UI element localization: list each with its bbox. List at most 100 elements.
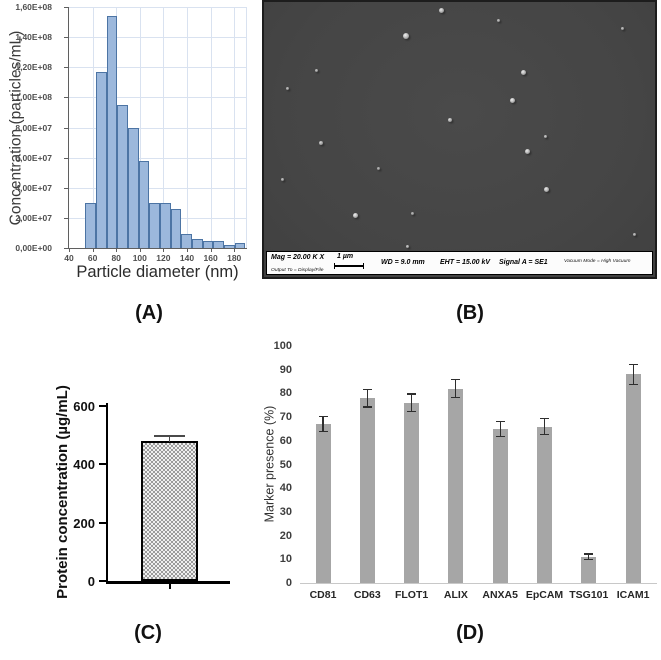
- error-bar-cap-bottom: [362, 406, 372, 408]
- histogram-bar: [192, 238, 203, 248]
- x-tick-label: 60: [87, 253, 98, 263]
- x-tick-label: 120: [156, 253, 171, 263]
- y-tick-label: 0: [87, 574, 95, 589]
- histogram-bar: [149, 202, 161, 248]
- y-tick-mark: [99, 521, 106, 524]
- marker-bar: [404, 402, 420, 583]
- error-bar-line: [543, 418, 546, 435]
- x-tick-label: 40: [64, 253, 74, 263]
- sem-particle: [319, 140, 324, 145]
- sem-working-distance-readout: WD = 9.0 mm: [381, 259, 425, 266]
- panel-c-plot-area: 0 200 400 600: [73, 399, 230, 589]
- marker-bar: [492, 428, 508, 583]
- sem-particle: [520, 70, 526, 76]
- sem-magnification-readout: Mag = 20.00 K X: [271, 254, 325, 261]
- gridline-horizontal: [69, 157, 246, 159]
- panel-d-plot-area: 0 10 20 30 40 50 60 70 80 90 100 CD81 CD63 FLOT1 ALIX A…: [274, 340, 657, 601]
- x-axis-line: [68, 248, 247, 250]
- gridline-horizontal: [69, 97, 246, 99]
- x-tick-mark: [69, 248, 70, 252]
- error-bar-cap-bottom: [584, 559, 594, 561]
- x-tick-label: 160: [203, 253, 218, 263]
- y-tick-label: 10: [279, 553, 292, 566]
- error-bar-cap-top: [318, 415, 328, 418]
- y-tick-label: 50: [279, 458, 292, 471]
- x-tick-label: 100: [132, 253, 147, 263]
- y-tick-label: 1,00E+08: [15, 92, 52, 103]
- x-tick-mark: [163, 248, 165, 252]
- y-tick-label: 1,60E+08: [15, 2, 52, 12]
- marker-bar: [359, 398, 375, 583]
- sem-particle: [411, 212, 415, 216]
- histogram-bar: [160, 202, 171, 248]
- y-tick-label: 40: [279, 482, 292, 495]
- gridline-horizontal: [69, 127, 246, 129]
- x-tick-mark: [210, 248, 212, 252]
- histogram-bar: [234, 243, 246, 248]
- x-tick-mark: [92, 248, 94, 252]
- histogram-bar: [106, 16, 118, 248]
- histogram-bar: [95, 71, 107, 248]
- sem-scale-label: 1 µm: [337, 253, 354, 260]
- y-tick-mark: [99, 580, 106, 582]
- y-tick-label: 0: [285, 577, 292, 589]
- sem-particle: [497, 18, 501, 22]
- sem-particle: [315, 69, 319, 73]
- marker-bar: [625, 374, 641, 583]
- x-tick-mark: [187, 248, 188, 252]
- y-tick-label: 600: [73, 399, 95, 415]
- sem-vacuum-readout: Vacuum Mode = High Vacuum: [564, 258, 631, 264]
- histogram-bar: [181, 234, 193, 248]
- error-bar-cap-top: [540, 418, 549, 420]
- sem-particle: [352, 213, 358, 219]
- y-tick-mark: [64, 97, 68, 99]
- gridline-horizontal: [69, 37, 246, 39]
- x-category-label: ANXA5: [482, 589, 518, 601]
- error-bar-cap-top: [451, 379, 461, 381]
- histogram-bar: [85, 202, 96, 248]
- sem-particle: [509, 97, 515, 103]
- x-tick-mark: [139, 248, 141, 252]
- panel-a-y-tick-labels: 0,00E+00 2,00E+07 4,00E+07 6,00E+07 8,00E+07…: [0, 2, 61, 253]
- y-tick-mark: [64, 37, 68, 39]
- sem-particle: [438, 7, 444, 13]
- sem-signal-readout: Signal A = SE1: [499, 259, 548, 266]
- marker-bar: [581, 556, 597, 583]
- y-tick-mark: [64, 157, 68, 159]
- panel-d-label: (D): [456, 622, 484, 644]
- x-tick-label: 180: [227, 253, 242, 263]
- x-tick-mark: [168, 583, 171, 589]
- histogram-bar: [117, 104, 128, 248]
- sem-particle: [285, 86, 289, 90]
- y-tick-label: 2,00E+07: [15, 212, 52, 223]
- error-bar-cap-bottom: [451, 396, 461, 399]
- error-bar-cap-top: [584, 553, 594, 555]
- sem-particle: [544, 135, 548, 139]
- panel-a-plot-area: [64, 7, 247, 252]
- panel-c-label: (C): [134, 622, 162, 644]
- y-tick-mark: [64, 248, 68, 249]
- y-tick-label: 80: [279, 387, 292, 400]
- x-category-label: TSG101: [569, 589, 609, 601]
- histogram-bar: [138, 160, 150, 248]
- histogram-bar: [213, 241, 225, 248]
- error-bar-cap-top: [407, 393, 417, 395]
- sem-particle: [544, 186, 550, 192]
- sem-scale-bar-line: [335, 265, 363, 267]
- error-bar-line: [455, 379, 457, 399]
- panel-a-x-axis-label: Particle diameter (nm): [76, 263, 239, 281]
- x-tick-mark: [116, 248, 118, 252]
- panel-a-label: (A): [135, 302, 163, 324]
- x-tick-label: 80: [111, 253, 121, 263]
- gridline-horizontal: [69, 187, 246, 189]
- y-tick-label: 70: [279, 411, 292, 424]
- gridline-horizontal: [69, 67, 246, 69]
- error-bar-cap-bottom: [540, 433, 549, 435]
- sem-particle: [620, 27, 624, 31]
- y-tick-label: 200: [73, 515, 95, 531]
- y-tick-mark: [99, 405, 106, 407]
- y-tick-label: 1,40E+08: [15, 32, 52, 43]
- x-category-label: CD81: [309, 589, 337, 601]
- error-bar-cap-bottom: [495, 436, 505, 438]
- error-bar-line: [322, 415, 324, 433]
